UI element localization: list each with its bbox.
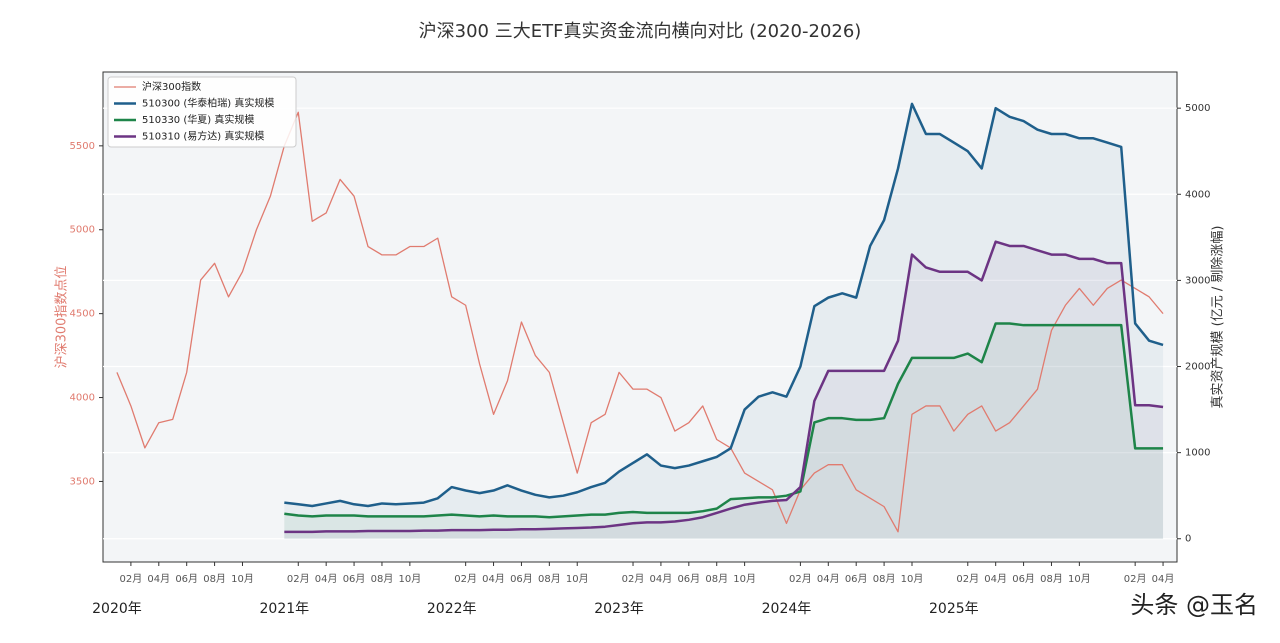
x-tick-label: 10月 <box>733 573 756 585</box>
x-tick-label: 08月 <box>873 573 896 585</box>
y2-tick-label: 2000 <box>1185 362 1210 373</box>
x-tick-label: 06月 <box>677 573 700 585</box>
y-tick-label: 4000 <box>70 393 95 404</box>
series-area <box>284 241 1164 539</box>
series-line <box>284 322 1164 519</box>
legend-label: 510310 (易方达) 真实规模 <box>142 130 264 143</box>
x-tick-label: 04月 <box>984 573 1007 585</box>
y2-tick-label: 1000 <box>1185 448 1210 459</box>
x-tick-label: 08月 <box>705 573 728 585</box>
series-area <box>284 103 1164 539</box>
x-tick-label: 08月 <box>1040 573 1063 585</box>
x-tick-label: 04月 <box>315 573 338 585</box>
x-tick-label: 02月 <box>622 573 645 585</box>
series-line <box>284 102 1164 508</box>
x-tick-label: 06月 <box>510 573 533 585</box>
y-tick-label: 3500 <box>70 476 95 487</box>
x-tick-label: 02月 <box>1124 573 1147 585</box>
x-tick-label: 02月 <box>454 573 477 585</box>
legend-label: 510330 (华夏) 真实规模 <box>142 113 254 126</box>
y2-axis-label: 真实资产规模 (亿元 / 剔除涨幅) <box>1211 226 1226 409</box>
x-tick-label: 06月 <box>343 573 366 585</box>
watermark: 头条 @玉名 <box>1130 591 1258 619</box>
x-tick-label: 04月 <box>147 573 170 585</box>
y2-tick-label: 5000 <box>1185 103 1210 114</box>
year-label: 2022年 <box>427 601 477 617</box>
x-tick-label: 04月 <box>1152 573 1175 585</box>
x-tick-label: 02月 <box>287 573 310 585</box>
legend-label: 510300 (华泰柏瑞) 真实规模 <box>142 97 274 110</box>
year-label: 2020年 <box>92 601 142 617</box>
x-tick-label: 02月 <box>120 573 143 585</box>
x-tick-label: 10月 <box>398 573 421 585</box>
x-tick-label: 06月 <box>845 573 868 585</box>
legend-box <box>107 76 297 148</box>
year-label: 2023年 <box>594 601 644 617</box>
series-line <box>284 240 1164 534</box>
y2-tick-label: 3000 <box>1185 275 1210 286</box>
y-tick-label: 5500 <box>70 141 95 152</box>
y2-tick-label: 0 <box>1185 534 1191 545</box>
x-tick-label: 10月 <box>901 573 924 585</box>
year-label: 2025年 <box>929 601 979 617</box>
y-tick-label: 4500 <box>70 309 95 320</box>
x-tick-label: 04月 <box>482 573 505 585</box>
y-axis-label: 沪深300指数点位 <box>54 266 70 369</box>
y-tick-label: 5000 <box>70 225 95 236</box>
x-tick-label: 08月 <box>203 573 226 585</box>
series-area <box>284 323 1164 539</box>
x-tick-label: 04月 <box>650 573 673 585</box>
x-tick-label: 10月 <box>231 573 254 585</box>
year-label: 2021年 <box>260 601 310 617</box>
x-tick-label: 02月 <box>789 573 812 585</box>
year-label: 2024年 <box>762 601 812 617</box>
chart-title: 沪深300 三大ETF真实资金流向横向对比 (2020-2026) <box>419 21 862 42</box>
x-tick-label: 08月 <box>538 573 561 585</box>
x-tick-label: 06月 <box>1012 573 1035 585</box>
x-tick-label: 04月 <box>817 573 840 585</box>
x-tick-label: 10月 <box>1068 573 1091 585</box>
y2-tick-label: 4000 <box>1185 189 1210 200</box>
x-tick-label: 10月 <box>566 573 589 585</box>
legend-label: 沪深300指数 <box>142 80 201 93</box>
legend: 沪深300指数 510300 (华泰柏瑞) 真实规模 510330 (华夏) 真实规… <box>107 76 297 148</box>
x-tick-label: 02月 <box>956 573 979 585</box>
x-tick-label: 06月 <box>175 573 198 585</box>
x-tick-label: 08月 <box>371 573 394 585</box>
